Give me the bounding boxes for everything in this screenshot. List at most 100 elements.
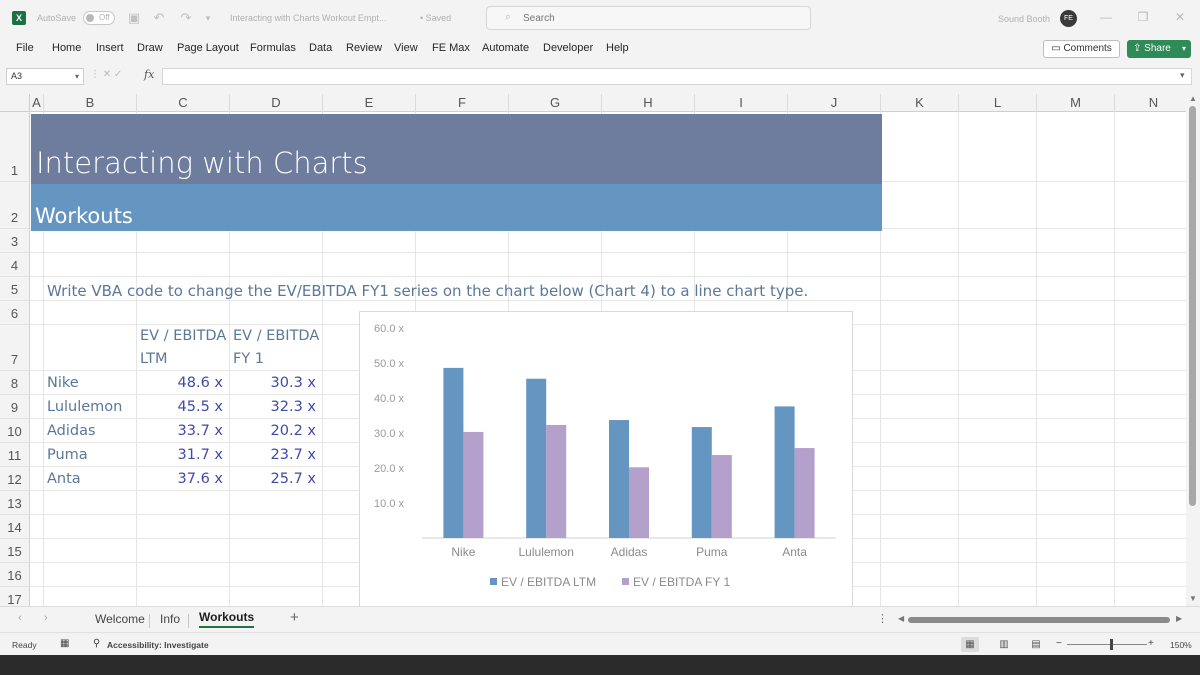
function-icon[interactable]: fx [144, 68, 155, 81]
accessibility-icon[interactable]: ⚲ [93, 638, 101, 649]
share-button[interactable]: ⇪ Share ▾ [1127, 40, 1191, 58]
row-header[interactable]: 7 [0, 325, 30, 371]
row-header[interactable]: 4 [0, 253, 30, 277]
row-header[interactable]: 1 [0, 112, 30, 182]
save-icon[interactable]: ▣ [127, 10, 141, 25]
chart-4[interactable]: 10.0 x 20.0 x 30.0 x 40.0 x 50.0 x 60.0 x Nike… [359, 311, 853, 606]
row-header[interactable]: 16 [0, 563, 30, 587]
y-tick-label[interactable]: 30.0 x [374, 428, 404, 440]
column-header[interactable]: F [416, 94, 509, 112]
restore-icon[interactable]: ❐ [1137, 10, 1149, 24]
vertical-scroll-thumb[interactable] [1189, 106, 1196, 506]
y-tick-label[interactable]: 10.0 x [374, 498, 404, 510]
row-header[interactable]: 17 [0, 587, 30, 606]
column-header[interactable]: E [323, 94, 416, 112]
page-layout-view-icon[interactable]: ▥ [999, 639, 1009, 650]
column-header[interactable]: I [695, 94, 788, 112]
row-header[interactable]: 10 [0, 419, 30, 443]
zoom-slider[interactable] [1067, 644, 1147, 645]
column-header[interactable]: M [1037, 94, 1115, 112]
row-header[interactable]: 3 [0, 229, 30, 253]
bar-fy1[interactable] [711, 455, 732, 538]
menu-page-layout[interactable]: Page Layout [177, 42, 239, 54]
menu-draw[interactable]: Draw [137, 42, 163, 54]
horizontal-scroll-thumb[interactable] [908, 617, 1170, 623]
ev-ebitda-fy1-cell[interactable]: 20.2 x [270, 423, 316, 439]
x-tick-label[interactable]: Adidas [611, 545, 648, 559]
select-all-corner[interactable] [0, 94, 30, 112]
minimize-icon[interactable]: — [1100, 10, 1112, 24]
row-header[interactable]: 11 [0, 443, 30, 467]
y-tick-label[interactable]: 50.0 x [374, 358, 404, 370]
vertical-scrollbar[interactable]: ▲ ▼ [1186, 94, 1200, 606]
horizontal-scrollbar[interactable]: ◀ ▶ [898, 614, 1184, 624]
saved-status[interactable]: • Saved [420, 13, 452, 23]
row-header[interactable]: 15 [0, 539, 30, 563]
column-header[interactable]: L [959, 94, 1037, 112]
bar-ltm[interactable] [774, 406, 795, 538]
formula-input[interactable] [162, 68, 1192, 85]
tab-prev-icon[interactable]: ‹ [18, 612, 22, 624]
row-header[interactable]: 5 [0, 277, 30, 301]
x-tick-label[interactable]: Nike [451, 545, 475, 559]
y-tick-label[interactable]: 60.0 x [374, 323, 404, 335]
y-tick-label[interactable]: 40.0 x [374, 393, 404, 405]
bar-ltm[interactable] [443, 367, 464, 538]
menu-fe-max[interactable]: FE Max [432, 42, 470, 54]
column-header[interactable]: A [30, 94, 44, 112]
scroll-up-icon[interactable]: ▲ [1189, 94, 1197, 103]
subtitle-band[interactable] [31, 184, 882, 231]
tab-info[interactable]: Info [160, 612, 181, 626]
row-header[interactable]: 6 [0, 301, 30, 325]
ev-ebitda-ltm-cell[interactable]: 33.7 x [177, 423, 223, 439]
accessibility-status[interactable]: Accessibility: Investigate [107, 640, 209, 650]
x-tick-label[interactable]: Puma [696, 545, 728, 559]
ev-ebitda-fy1-cell[interactable]: 30.3 x [270, 375, 316, 391]
close-icon[interactable]: ✕ [1174, 10, 1186, 24]
legend-swatch[interactable] [490, 578, 497, 585]
x-tick-label[interactable]: Lululemon [519, 545, 574, 559]
redo-icon[interactable]: ↷ [180, 10, 192, 25]
scroll-down-icon[interactable]: ▼ [1189, 594, 1197, 603]
zoom-out-icon[interactable]: − [1056, 638, 1062, 649]
document-title[interactable]: Interacting with Charts Workout Empt... [230, 13, 387, 23]
ev-ebitda-ltm-cell[interactable]: 37.6 x [177, 471, 223, 487]
comments-button[interactable]: ▭ Comments [1043, 40, 1120, 58]
menu-insert[interactable]: Insert [96, 42, 124, 54]
tab-welcome[interactable]: Welcome [95, 612, 145, 626]
menu-view[interactable]: View [394, 42, 418, 54]
menu-developer[interactable]: Developer [543, 42, 594, 54]
bar-ltm[interactable] [526, 378, 547, 538]
menu-data[interactable]: Data [309, 42, 333, 54]
tab-split-handle-icon[interactable]: ⋮ [877, 613, 888, 625]
row-header[interactable]: 8 [0, 371, 30, 395]
column-header[interactable]: J [788, 94, 881, 112]
row-header[interactable]: 12 [0, 467, 30, 491]
macro-record-icon[interactable]: ▦ [60, 638, 70, 649]
company-cell[interactable]: Lululemon [47, 399, 123, 415]
company-cell[interactable]: Nike [47, 375, 79, 391]
scroll-right-icon[interactable]: ▶ [1176, 614, 1183, 623]
bar-ltm[interactable] [609, 420, 629, 538]
column-header[interactable]: D [230, 94, 323, 112]
row-header[interactable]: 2 [0, 182, 30, 229]
undo-icon[interactable]: ↶ [153, 10, 165, 25]
search-box[interactable]: ⌕ [486, 6, 811, 30]
add-sheet-button[interactable]: + [290, 609, 299, 626]
name-box-chevron-icon[interactable]: ▾ [74, 72, 79, 81]
menu-help[interactable]: Help [606, 42, 629, 54]
company-cell[interactable]: Anta [47, 471, 81, 487]
ev-ebitda-fy1-cell[interactable]: 32.3 x [270, 399, 316, 415]
autosave-toggle[interactable]: Off [83, 11, 115, 25]
menu-review[interactable]: Review [346, 42, 383, 54]
column-header[interactable]: G [509, 94, 602, 112]
menu-home[interactable]: Home [52, 42, 82, 54]
column-header[interactable]: C [137, 94, 230, 112]
menu-automate[interactable]: Automate [482, 42, 530, 54]
title-band[interactable] [31, 114, 882, 184]
legend-swatch[interactable] [622, 578, 629, 585]
bar-ltm[interactable] [691, 427, 712, 538]
x-tick-label[interactable]: Anta [782, 545, 807, 559]
menu-file[interactable]: File [16, 42, 34, 54]
quick-access-chevron-icon[interactable]: ▾ [205, 13, 211, 23]
